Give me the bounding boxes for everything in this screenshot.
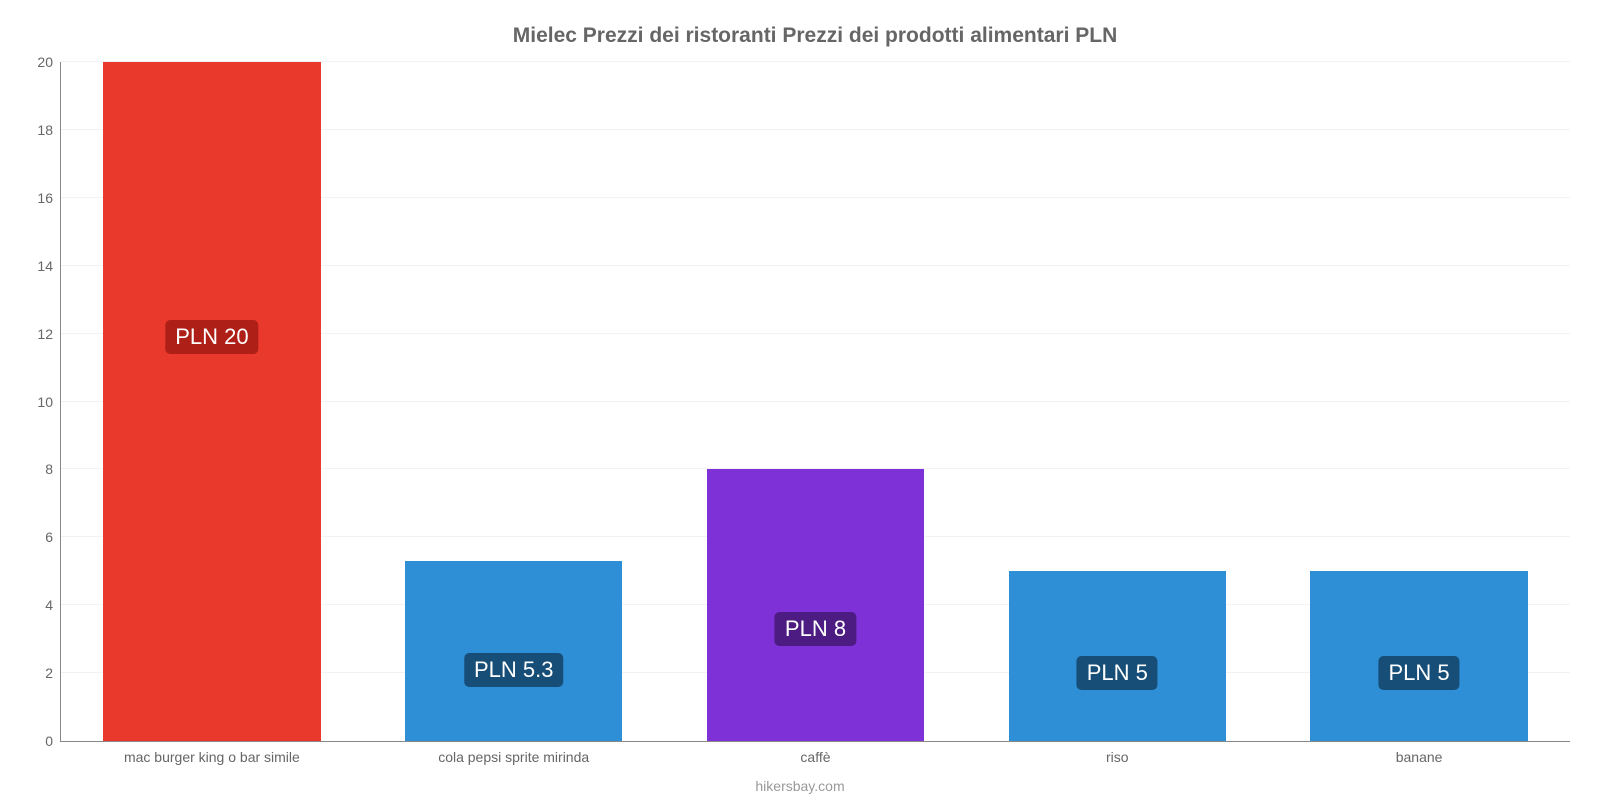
bar-slot: PLN 5.3cola pepsi sprite mirinda: [363, 62, 665, 741]
plot-area: PLN 20mac burger king o bar similePLN 5.…: [60, 62, 1570, 742]
price-bar-chart: Mielec Prezzi dei ristoranti Prezzi dei …: [0, 0, 1600, 800]
x-tick-label: mac burger king o bar simile: [124, 741, 300, 765]
bar: [405, 561, 622, 741]
x-tick-label: caffè: [800, 741, 830, 765]
bars-container: PLN 20mac burger king o bar similePLN 5.…: [61, 62, 1570, 741]
y-tick-label: 4: [45, 597, 61, 613]
value-badge: PLN 5: [1379, 656, 1460, 690]
attribution-text: hikersbay.com: [0, 778, 1600, 794]
y-tick-label: 6: [45, 529, 61, 545]
bar: [103, 62, 320, 741]
y-tick-label: 8: [45, 461, 61, 477]
value-badge: PLN 5.3: [464, 653, 564, 687]
y-tick-label: 2: [45, 665, 61, 681]
value-badge: PLN 20: [165, 320, 258, 354]
bar-slot: PLN 5riso: [966, 62, 1268, 741]
y-tick-label: 18: [37, 122, 61, 138]
bar-slot: PLN 20mac burger king o bar simile: [61, 62, 363, 741]
y-tick-label: 12: [37, 326, 61, 342]
x-tick-label: riso: [1106, 741, 1129, 765]
bar-slot: PLN 5banane: [1268, 62, 1570, 741]
y-tick-label: 14: [37, 258, 61, 274]
y-tick-label: 16: [37, 190, 61, 206]
y-tick-label: 10: [37, 394, 61, 410]
x-tick-label: cola pepsi sprite mirinda: [438, 741, 589, 765]
value-badge: PLN 5: [1077, 656, 1158, 690]
y-tick-label: 20: [37, 54, 61, 70]
chart-title: Mielec Prezzi dei ristoranti Prezzi dei …: [60, 20, 1570, 62]
bar-slot: PLN 8caffè: [665, 62, 967, 741]
x-tick-label: banane: [1396, 741, 1443, 765]
y-tick-label: 0: [45, 733, 61, 749]
value-badge: PLN 8: [775, 612, 856, 646]
bar: [707, 469, 924, 741]
